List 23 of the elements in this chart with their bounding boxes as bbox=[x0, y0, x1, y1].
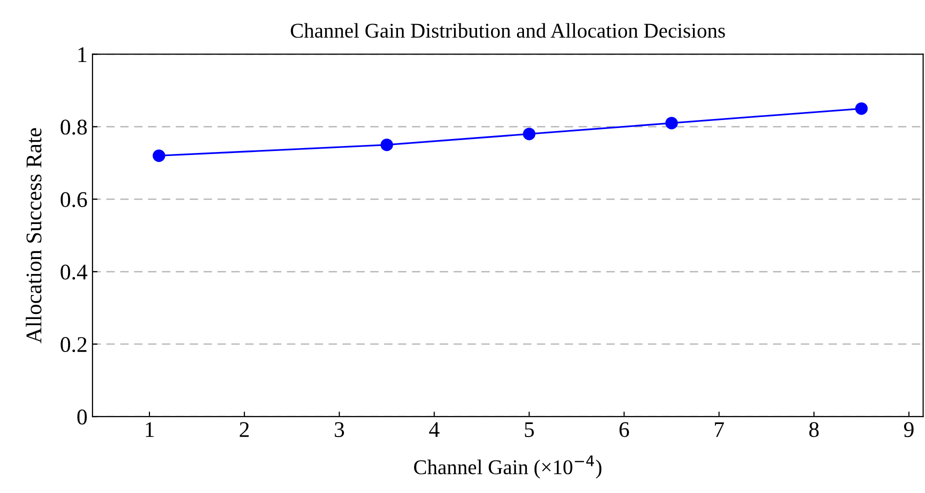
point bbox=[152, 149, 166, 162]
x-axis-title: Channel Gain (×10$^{−4}$) bbox=[414, 455, 602, 479]
point bbox=[855, 102, 868, 115]
y-tick-label: 0.2 bbox=[60, 337, 86, 352]
y-tick-label: 0.6 bbox=[60, 192, 87, 208]
x-tick-label: 4 bbox=[429, 422, 440, 437]
y-tick-label: 0.8 bbox=[60, 120, 87, 135]
x-tick-label: 8 bbox=[809, 422, 819, 438]
x-tick-label: 6 bbox=[620, 422, 630, 438]
y-tick-label: 0.4 bbox=[60, 264, 88, 280]
point bbox=[380, 138, 394, 152]
point bbox=[665, 116, 678, 130]
y-axis-title: Allocation Success Rate bbox=[26, 128, 42, 344]
y-tick-label: 1 bbox=[78, 47, 86, 62]
x-tick-label: 9 bbox=[904, 422, 914, 438]
x-tick-label: 2 bbox=[240, 422, 249, 437]
x-tick-label: 1 bbox=[146, 422, 154, 437]
x-tick-label: 3 bbox=[334, 422, 344, 438]
chart-title: Channel Gain Distribution and Allocation Decisions bbox=[290, 23, 725, 38]
x-tick-label: 7 bbox=[714, 422, 724, 437]
point bbox=[522, 128, 536, 140]
y-tick-label: 0 bbox=[77, 410, 87, 425]
x-tick-label: 5 bbox=[524, 422, 534, 438]
